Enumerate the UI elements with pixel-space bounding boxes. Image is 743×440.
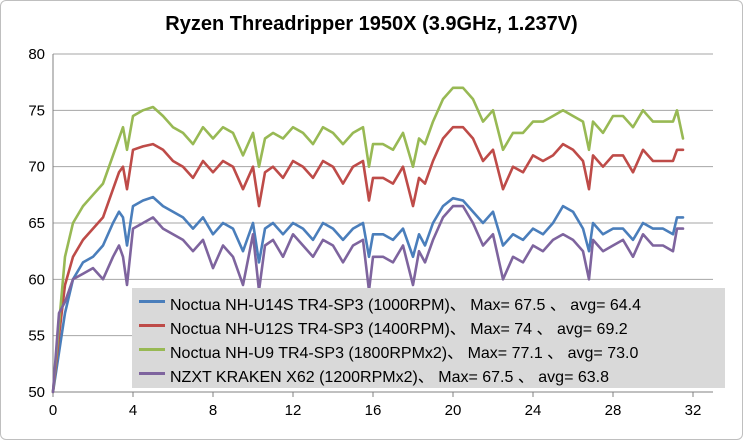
y-tick-label-65: 65	[28, 215, 45, 232]
legend-swatch-nzxt-kraken-x62	[139, 372, 165, 375]
y-tick-label-70: 70	[28, 159, 45, 176]
x-tick-label-8: 8	[209, 402, 217, 419]
legend-label-nzxt-kraken-x62: NZXT KRAKEN X62 (1200RPMx2)、 Max= 67.5 、…	[170, 369, 610, 386]
y-tick-label-50: 50	[28, 384, 45, 401]
legend: Noctua NH-U14S TR4-SP3 (1000RPM)、 Max= 6…	[132, 288, 725, 388]
x-tick-label-20: 20	[445, 402, 462, 419]
legend-swatch-noctua-nh-u12s	[139, 324, 165, 327]
x-tick-label-0: 0	[49, 402, 57, 419]
x-tick-label-12: 12	[285, 402, 302, 419]
legend-label-noctua-nh-u12s: Noctua NH-U12S TR4-SP3 (1400RPM)、 Max= 7…	[170, 321, 628, 338]
legend-item-noctua-nh-u12s: Noctua NH-U12S TR4-SP3 (1400RPM)、 Max= 7…	[132, 314, 725, 338]
x-tick-label-24: 24	[525, 402, 542, 419]
legend-item-noctua-nh-u9: Noctua NH-U9 TR4-SP3 (1800RPMx2)、 Max= 7…	[132, 338, 725, 362]
legend-item-nzxt-kraken-x62: NZXT KRAKEN X62 (1200RPMx2)、 Max= 67.5 、…	[132, 362, 725, 386]
x-tick-label-28: 28	[605, 402, 622, 419]
chart-title: Ryzen Threadripper 1950X (3.9GHz, 1.237V…	[165, 13, 578, 35]
y-tick-label-55: 55	[28, 328, 45, 345]
x-tick-label-16: 16	[365, 402, 382, 419]
y-tick-label-75: 75	[28, 102, 45, 119]
legend-item-noctua-nh-u14s: Noctua NH-U14S TR4-SP3 (1000RPM)、 Max= 6…	[132, 290, 725, 314]
legend-label-noctua-nh-u14s: Noctua NH-U14S TR4-SP3 (1000RPM)、 Max= 6…	[170, 297, 642, 314]
x-tick-label-4: 4	[129, 402, 137, 419]
legend-swatch-noctua-nh-u14s	[139, 300, 165, 303]
y-tick-label-80: 80	[28, 46, 45, 63]
series-line-noctua-nh-u9	[51, 86, 685, 394]
series-line-noctua-nh-u12s	[51, 125, 685, 394]
legend-swatch-noctua-nh-u9	[139, 348, 165, 351]
x-tick-label-32: 32	[685, 402, 702, 419]
y-tick-label-60: 60	[28, 271, 45, 288]
series-line-nzxt-kraken-x62	[51, 204, 685, 394]
legend-label-noctua-nh-u9: Noctua NH-U9 TR4-SP3 (1800RPMx2)、 Max= 7…	[170, 345, 639, 362]
series-line-noctua-nh-u14s	[51, 195, 685, 394]
